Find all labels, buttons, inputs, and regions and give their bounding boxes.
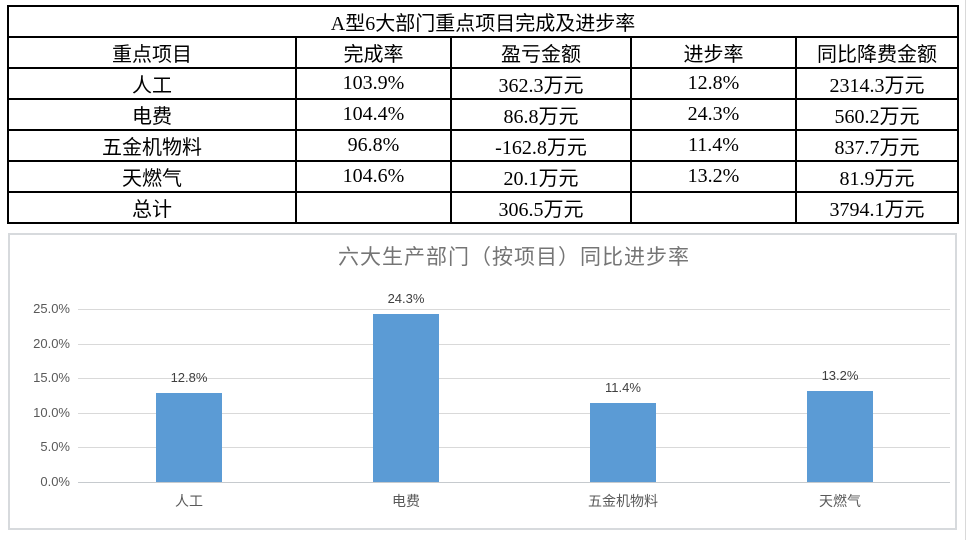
table-cell: 81.9万元: [794, 160, 960, 193]
gridline: [78, 343, 950, 345]
table-cell: 2314.3万元: [794, 67, 960, 100]
table-row: 电费 104.4% 86.8万元 24.3% 560.2万元: [7, 98, 960, 131]
table-title: A型6大部门重点项目完成及进步率: [6, 5, 960, 38]
y-axis-tick-label: 25.0%: [33, 301, 70, 316]
table-cell: 104.6%: [295, 160, 452, 193]
table-row: 总计 306.5万元 3794.1万元: [7, 191, 960, 224]
table-cell: 3794.1万元: [794, 191, 960, 224]
table-cell: 86.8万元: [450, 98, 632, 131]
y-axis-tick-label: 0.0%: [40, 474, 70, 489]
table-cell: 20.1万元: [450, 160, 632, 193]
bar-人工: [156, 393, 222, 482]
table-cell: [295, 191, 452, 224]
table-row: 人工 103.9% 362.3万元 12.8% 2314.3万元: [7, 67, 960, 100]
data-label: 12.8%: [170, 370, 208, 386]
table-header-row: 重点项目 完成率 盈亏金额 进步率 同比降费金额: [7, 36, 960, 69]
table-cell: 电费: [7, 98, 297, 131]
table-cell: 12.8%: [630, 67, 797, 100]
column-header: 同比降费金额: [794, 36, 960, 69]
bar-五金机物料: [590, 403, 656, 482]
x-axis-category-label: 人工: [175, 493, 203, 509]
chart-plot-area: 0.0% 5.0% 10.0% 15.0% 20.0% 25.0% 12.8% 人工 24.3%…: [10, 235, 955, 528]
bar-天燃气: [807, 390, 873, 482]
gridline: [78, 412, 950, 414]
table-cell: 103.9%: [295, 67, 452, 100]
table-cell: 11.4%: [630, 129, 797, 162]
column-header: 重点项目: [7, 36, 297, 69]
x-axis-line: [78, 482, 950, 483]
table-title-row: A型6大部门重点项目完成及进步率: [6, 5, 960, 38]
bar-电费: [373, 313, 439, 482]
chart-title: 六大生产部门（按项目）同比进步率: [338, 246, 690, 269]
summary-table: A型6大部门重点项目完成及进步率 重点项目 完成率 盈亏金额 进步率 同比降费金额 人工…: [6, 5, 960, 224]
table-cell: 人工: [7, 67, 297, 100]
column-header: 完成率: [295, 36, 452, 69]
y-axis-tick-label: 20.0%: [33, 335, 70, 351]
data-label: 11.4%: [605, 380, 641, 396]
column-header: 盈亏金额: [450, 36, 632, 69]
table-body: 人工 103.9% 362.3万元 12.8% 2314.3万元 电费 104.4% 86.8…: [7, 67, 960, 224]
window-edge-line: [965, 0, 966, 540]
table-cell: 560.2万元: [794, 98, 960, 131]
y-axis-tick-label: 5.0%: [40, 439, 70, 455]
table-cell: 24.3%: [630, 98, 797, 131]
x-axis-category-label: 五金机物料: [588, 493, 658, 509]
y-axis-tick-label: 10.0%: [33, 404, 70, 420]
table-cell: 104.4%: [295, 98, 452, 131]
column-header: 进步率: [630, 36, 797, 69]
data-label: 13.2%: [821, 367, 859, 383]
table-cell: 362.3万元: [450, 67, 632, 100]
data-label: 24.3%: [387, 290, 425, 306]
x-axis-category-label: 电费: [392, 493, 420, 509]
table-cell: 五金机物料: [7, 129, 297, 162]
table-cell: 306.5万元: [450, 191, 632, 224]
table-cell: 总计: [7, 191, 297, 224]
bar-chart: 六大生产部门（按项目）同比进步率 0.0% 5.0% 10.0% 15.0% 20.0%…: [8, 233, 957, 530]
table-row: 天燃气 104.6% 20.1万元 13.2% 81.9万元: [7, 160, 960, 193]
table-cell: 天燃气: [7, 160, 297, 193]
table-cell: 837.7万元: [794, 129, 960, 162]
gridline: [78, 447, 950, 449]
table-cell: -162.8万元: [450, 129, 632, 162]
gridline: [78, 378, 950, 380]
table-row: 五金机物料 96.8% -162.8万元 11.4% 837.7万元: [7, 129, 960, 162]
y-axis-tick-label: 15.0%: [33, 370, 70, 386]
table-cell: 96.8%: [295, 129, 452, 162]
gridline: [78, 309, 950, 310]
table-cell: 13.2%: [630, 160, 797, 193]
x-axis-category-label: 天燃气: [819, 493, 861, 509]
table-cell: [630, 191, 797, 224]
